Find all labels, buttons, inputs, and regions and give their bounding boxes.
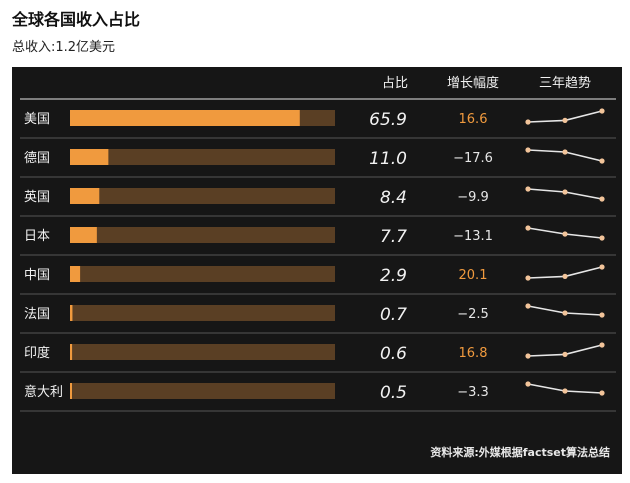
- bar-value: [70, 227, 97, 243]
- share-value: 2.9: [380, 266, 407, 286]
- chart-panel: 占比 增长幅度 三年趋势美国 65.9 16.6 德国 11.0 −17.6 英国 8.4 −9.9…: [12, 67, 622, 474]
- country-label: 法国: [24, 307, 50, 322]
- trend-point: [525, 147, 531, 153]
- share-value: 8.4: [380, 188, 407, 208]
- country-label: 德国: [24, 151, 50, 166]
- trend-point: [525, 225, 531, 231]
- share-value: 65.9: [369, 110, 407, 130]
- bar-value: [70, 149, 109, 165]
- bar-track: [70, 383, 335, 399]
- growth-value: −2.5: [457, 307, 489, 322]
- column-header: 占比: [382, 76, 408, 91]
- trend-point: [562, 273, 568, 279]
- trend-point: [562, 231, 568, 237]
- country-label: 英国: [24, 190, 50, 205]
- trend-point: [599, 264, 605, 270]
- growth-value: −13.1: [453, 229, 493, 244]
- bar-value: [70, 188, 100, 204]
- bar-value: [70, 344, 73, 360]
- chart-subtitle: 总收入:1.2亿美元: [12, 40, 116, 55]
- trend-point: [562, 149, 568, 155]
- bar-track: [70, 344, 335, 360]
- share-value: 0.5: [380, 383, 407, 403]
- bar-track: [70, 149, 335, 165]
- growth-value: −9.9: [457, 190, 489, 205]
- growth-value: −3.3: [457, 385, 489, 400]
- bar-track: [70, 188, 335, 204]
- trend-point: [599, 235, 605, 241]
- trend-point: [599, 390, 605, 396]
- bar-track: [70, 305, 335, 321]
- share-value: 0.7: [380, 305, 407, 325]
- trend-point: [562, 117, 568, 123]
- source-note: 资料来源:外媒根据factset算法总结: [430, 446, 610, 459]
- trend-point: [525, 353, 531, 359]
- bar-track: [70, 227, 335, 243]
- trend-point: [525, 303, 531, 309]
- growth-value: 16.8: [459, 346, 488, 361]
- chart-title: 全球各国收入占比: [12, 10, 141, 29]
- trend-point: [525, 186, 531, 192]
- bar-track: [70, 266, 335, 282]
- trend-point: [599, 312, 605, 318]
- country-label: 中国: [24, 268, 50, 283]
- trend-point: [525, 275, 531, 281]
- trend-point: [562, 189, 568, 195]
- country-label: 印度: [24, 345, 50, 361]
- country-label: 意大利: [24, 384, 63, 400]
- share-value: 0.6: [380, 344, 407, 364]
- bar-value: [70, 110, 300, 126]
- growth-value: 16.6: [459, 112, 488, 127]
- trend-point: [562, 351, 568, 357]
- trend-point: [599, 158, 605, 164]
- share-value: 7.7: [380, 227, 407, 247]
- trend-point: [562, 310, 568, 316]
- bar-value: [70, 266, 81, 282]
- share-value: 11.0: [369, 149, 407, 169]
- growth-value: 20.1: [459, 268, 488, 283]
- bar-value: [70, 383, 72, 399]
- trend-point: [599, 196, 605, 202]
- growth-value: −17.6: [453, 151, 493, 166]
- bar-value: [70, 305, 73, 321]
- column-header: 增长幅度: [447, 75, 499, 91]
- trend-point: [599, 108, 605, 114]
- trend-point: [525, 381, 531, 387]
- trend-point: [562, 388, 568, 394]
- column-header: 三年趋势: [539, 75, 591, 91]
- country-label: 日本: [24, 229, 50, 244]
- trend-point: [599, 342, 605, 348]
- trend-point: [525, 119, 531, 125]
- country-label: 美国: [24, 112, 50, 127]
